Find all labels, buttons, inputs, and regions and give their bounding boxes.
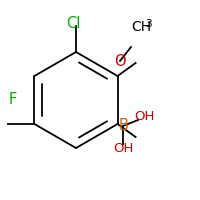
Text: CH: CH <box>131 20 151 34</box>
Text: OH: OH <box>113 142 133 155</box>
Text: Cl: Cl <box>66 17 80 31</box>
Text: F: F <box>9 92 17 108</box>
Text: B: B <box>118 117 128 132</box>
Text: OH: OH <box>134 110 154 123</box>
Text: O: O <box>114 53 126 68</box>
Text: 3: 3 <box>145 19 152 29</box>
